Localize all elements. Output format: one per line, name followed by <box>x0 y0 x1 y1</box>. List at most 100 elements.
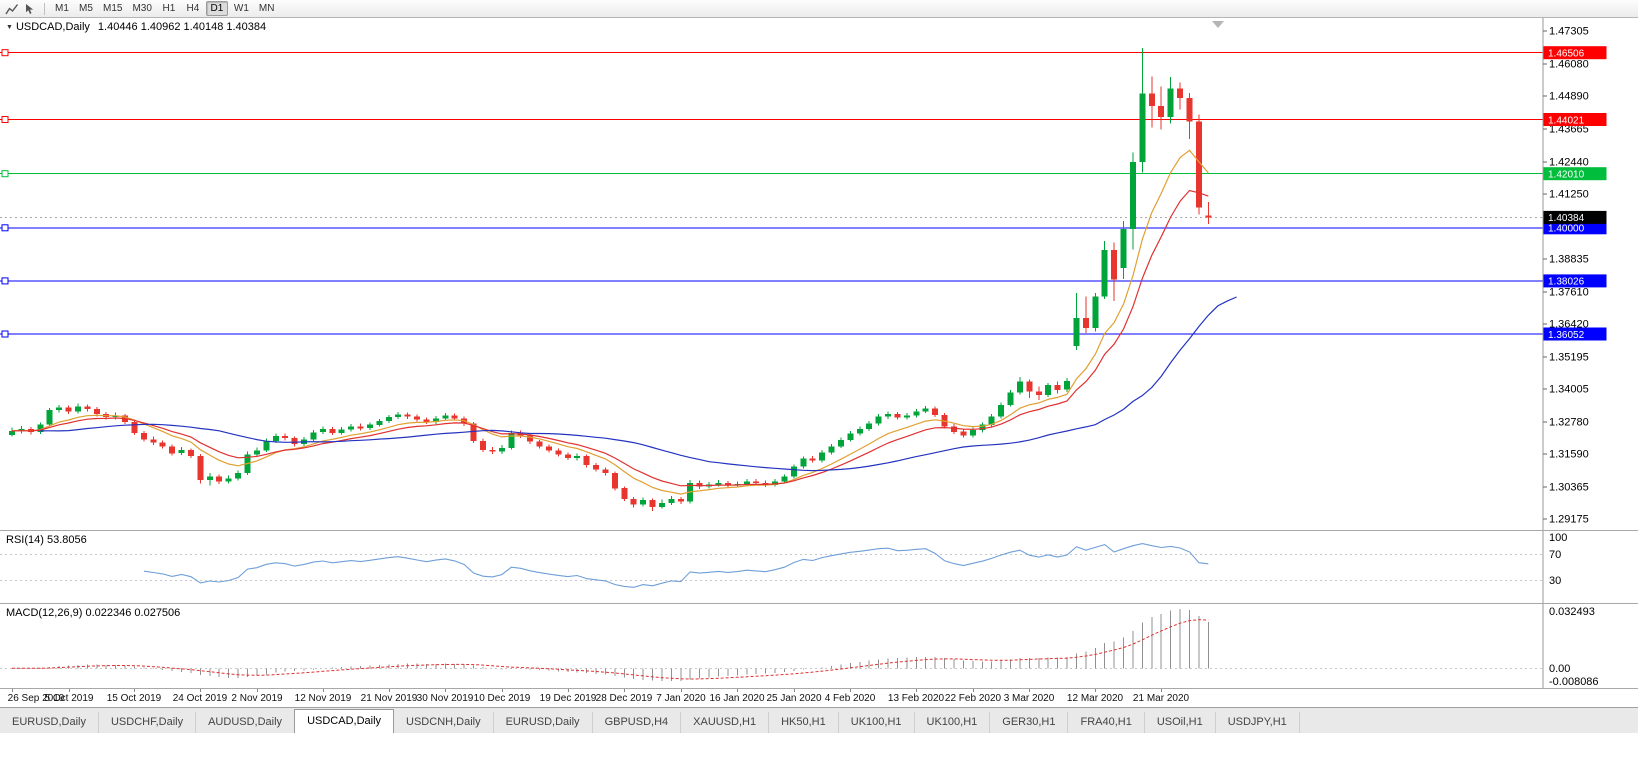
rsi-panel-canvas[interactable]: 100 70 30 <box>0 531 1638 603</box>
date-label: 21 Nov 2019 <box>360 693 418 704</box>
price-label-chip: 1.42010 <box>1543 167 1607 181</box>
timeframe-button-d1[interactable]: D1 <box>205 1 228 16</box>
hline-handle[interactable] <box>1 116 9 123</box>
date-label: 25 Jan 2020 <box>766 693 822 704</box>
chart-tab[interactable]: GBPUSD,H4 <box>593 712 682 733</box>
toolbar: M1 M5 M15 M30 H1 H4 D1 W1 MN <box>0 0 1638 18</box>
chart-icon[interactable] <box>4 2 20 16</box>
price-label-chip: 1.44021 <box>1543 113 1607 126</box>
date-tick <box>389 689 390 692</box>
date-label: 21 Mar 2020 <box>1132 693 1190 704</box>
hline-handle[interactable] <box>1 224 9 232</box>
price-tick-label: 1.44890 <box>1549 91 1589 103</box>
price-tick-label: 1.43665 <box>1549 124 1589 136</box>
ohlc-values: 1.40446 1.40962 1.40148 1.40384 <box>97 21 267 33</box>
svg-text:1.38026: 1.38026 <box>1548 277 1585 288</box>
svg-text:1.46506: 1.46506 <box>1548 49 1585 60</box>
chart-tab[interactable]: EURUSD,Daily <box>494 712 593 733</box>
symbol-label: USDCAD,Daily <box>15 21 90 33</box>
rsi-scale-label: 30 <box>1549 575 1561 587</box>
timeframe-button-h1[interactable]: H1 <box>158 1 180 16</box>
date-label: 22 Feb 2020 <box>944 693 1002 704</box>
price-tick-label: 1.30365 <box>1549 482 1589 494</box>
panel-separator[interactable] <box>0 530 1638 531</box>
chart-tab[interactable]: HK50,H1 <box>769 712 839 733</box>
svg-text:1.40000: 1.40000 <box>1548 224 1585 235</box>
timeframe-button-m1[interactable]: M1 <box>51 1 73 16</box>
hline-handle[interactable] <box>1 330 9 338</box>
date-tick <box>134 689 135 692</box>
date-tick <box>1161 689 1162 692</box>
date-tick <box>681 689 682 692</box>
macd-panel-canvas[interactable]: 0.032493 0.00-0.008086 <box>0 604 1638 688</box>
ma-line-fast[interactable] <box>11 149 1209 495</box>
panel-separator[interactable] <box>0 603 1638 604</box>
svg-text:1.44021: 1.44021 <box>1548 115 1585 126</box>
date-label: 28 Dec 2019 <box>595 693 653 704</box>
price-chart-canvas[interactable]: 1.47305 1.46080 1.44890 1.43665 1.42440 1.412… <box>0 18 1638 530</box>
price-tick-label: 1.47305 <box>1549 26 1589 38</box>
ma-line-slow[interactable] <box>40 296 1237 472</box>
date-tick <box>568 689 569 692</box>
price-tick-label: 1.42440 <box>1549 157 1589 169</box>
price-label-chip: 1.46506 <box>1543 46 1607 60</box>
toolbar-separator <box>44 2 45 15</box>
date-label: 15 Oct 2019 <box>106 693 162 704</box>
timeframe-button-m5[interactable]: M5 <box>75 1 97 16</box>
timeframe-button-w1[interactable]: W1 <box>230 1 253 16</box>
chart-tab-active[interactable]: USDCAD,Daily <box>294 709 395 733</box>
cursor-icon[interactable] <box>22 2 38 16</box>
rsi-scale-label: 70 <box>1549 549 1561 561</box>
collapse-icon[interactable]: ▼ <box>6 24 13 31</box>
date-label: 30 Nov 2019 <box>416 693 474 704</box>
price-label-chip: 1.40000 <box>1543 221 1607 235</box>
timeframe-button-m30[interactable]: M30 <box>128 1 155 16</box>
chart-ohlc-header: ▼ USDCAD,Daily 1.40446 1.40962 1.40148 1.4… <box>6 21 266 33</box>
timeframe-button-mn[interactable]: MN <box>255 1 279 16</box>
macd-indicator-label: MACD(12,26,9) 0.022346 0.027506 <box>6 607 181 619</box>
candles[interactable] <box>9 48 1212 511</box>
chart-tab[interactable]: XAUUSD,H1 <box>681 712 770 733</box>
date-tick <box>850 689 851 692</box>
price-tick-label: 1.38835 <box>1549 254 1589 266</box>
chart-tab[interactable]: GER30,H1 <box>990 712 1069 733</box>
price-tick-label: 1.46080 <box>1549 59 1589 71</box>
chart-tab[interactable]: FRA40,H1 <box>1068 712 1145 733</box>
price-tick-label: 1.34005 <box>1549 384 1589 396</box>
date-tick <box>973 689 974 692</box>
panel-separator <box>0 688 1638 689</box>
hline-handle[interactable] <box>1 49 9 57</box>
macd-histogram <box>20 609 1209 681</box>
price-label-chip: 1.36052 <box>1543 327 1607 341</box>
price-tick-label: 1.32780 <box>1549 417 1589 429</box>
date-label: 13 Feb 2020 <box>887 693 945 704</box>
rsi-scale-label: 100 <box>1549 532 1567 544</box>
rsi-line <box>143 543 1209 588</box>
chart-tab[interactable]: EURUSD,Daily <box>0 712 99 733</box>
date-label: 12 Nov 2019 <box>294 693 352 704</box>
macd-scale-label: 0.00 <box>1549 663 1570 675</box>
date-label: 12 Mar 2020 <box>1066 693 1124 704</box>
macd-scale-label: -0.008086 <box>1549 676 1599 688</box>
date-label: 4 Feb 2020 <box>824 693 876 704</box>
chart-tab[interactable]: USDCHF,Daily <box>99 712 197 733</box>
timeframe-button-m15[interactable]: M15 <box>99 1 126 16</box>
price-tick-label: 1.37610 <box>1549 287 1589 299</box>
chart-tab[interactable]: USDCNH,Daily <box>394 712 494 733</box>
hline-handle[interactable] <box>1 170 9 178</box>
chart-tab[interactable]: UK100,H1 <box>839 712 915 733</box>
ma-line-mid[interactable] <box>11 189 1209 487</box>
chart-tab[interactable]: AUDUSD,Daily <box>196 712 296 733</box>
timeframe-button-h4[interactable]: H4 <box>182 1 204 16</box>
chart-tab[interactable]: UK100,H1 <box>915 712 991 733</box>
hline-handle[interactable] <box>1 277 9 285</box>
date-tick <box>445 689 446 692</box>
date-tick <box>1029 689 1030 692</box>
chart-tab[interactable]: USOil,H1 <box>1145 712 1216 733</box>
date-tick <box>916 689 917 692</box>
chart-shift-marker <box>1212 21 1224 28</box>
chart-tab[interactable]: USDJPY,H1 <box>1216 712 1300 733</box>
time-axis[interactable]: 26 Sep 2019 5 Oct 2019 15 Oct 2019 24 Oct 2… <box>0 689 1638 707</box>
date-tick <box>200 689 201 692</box>
